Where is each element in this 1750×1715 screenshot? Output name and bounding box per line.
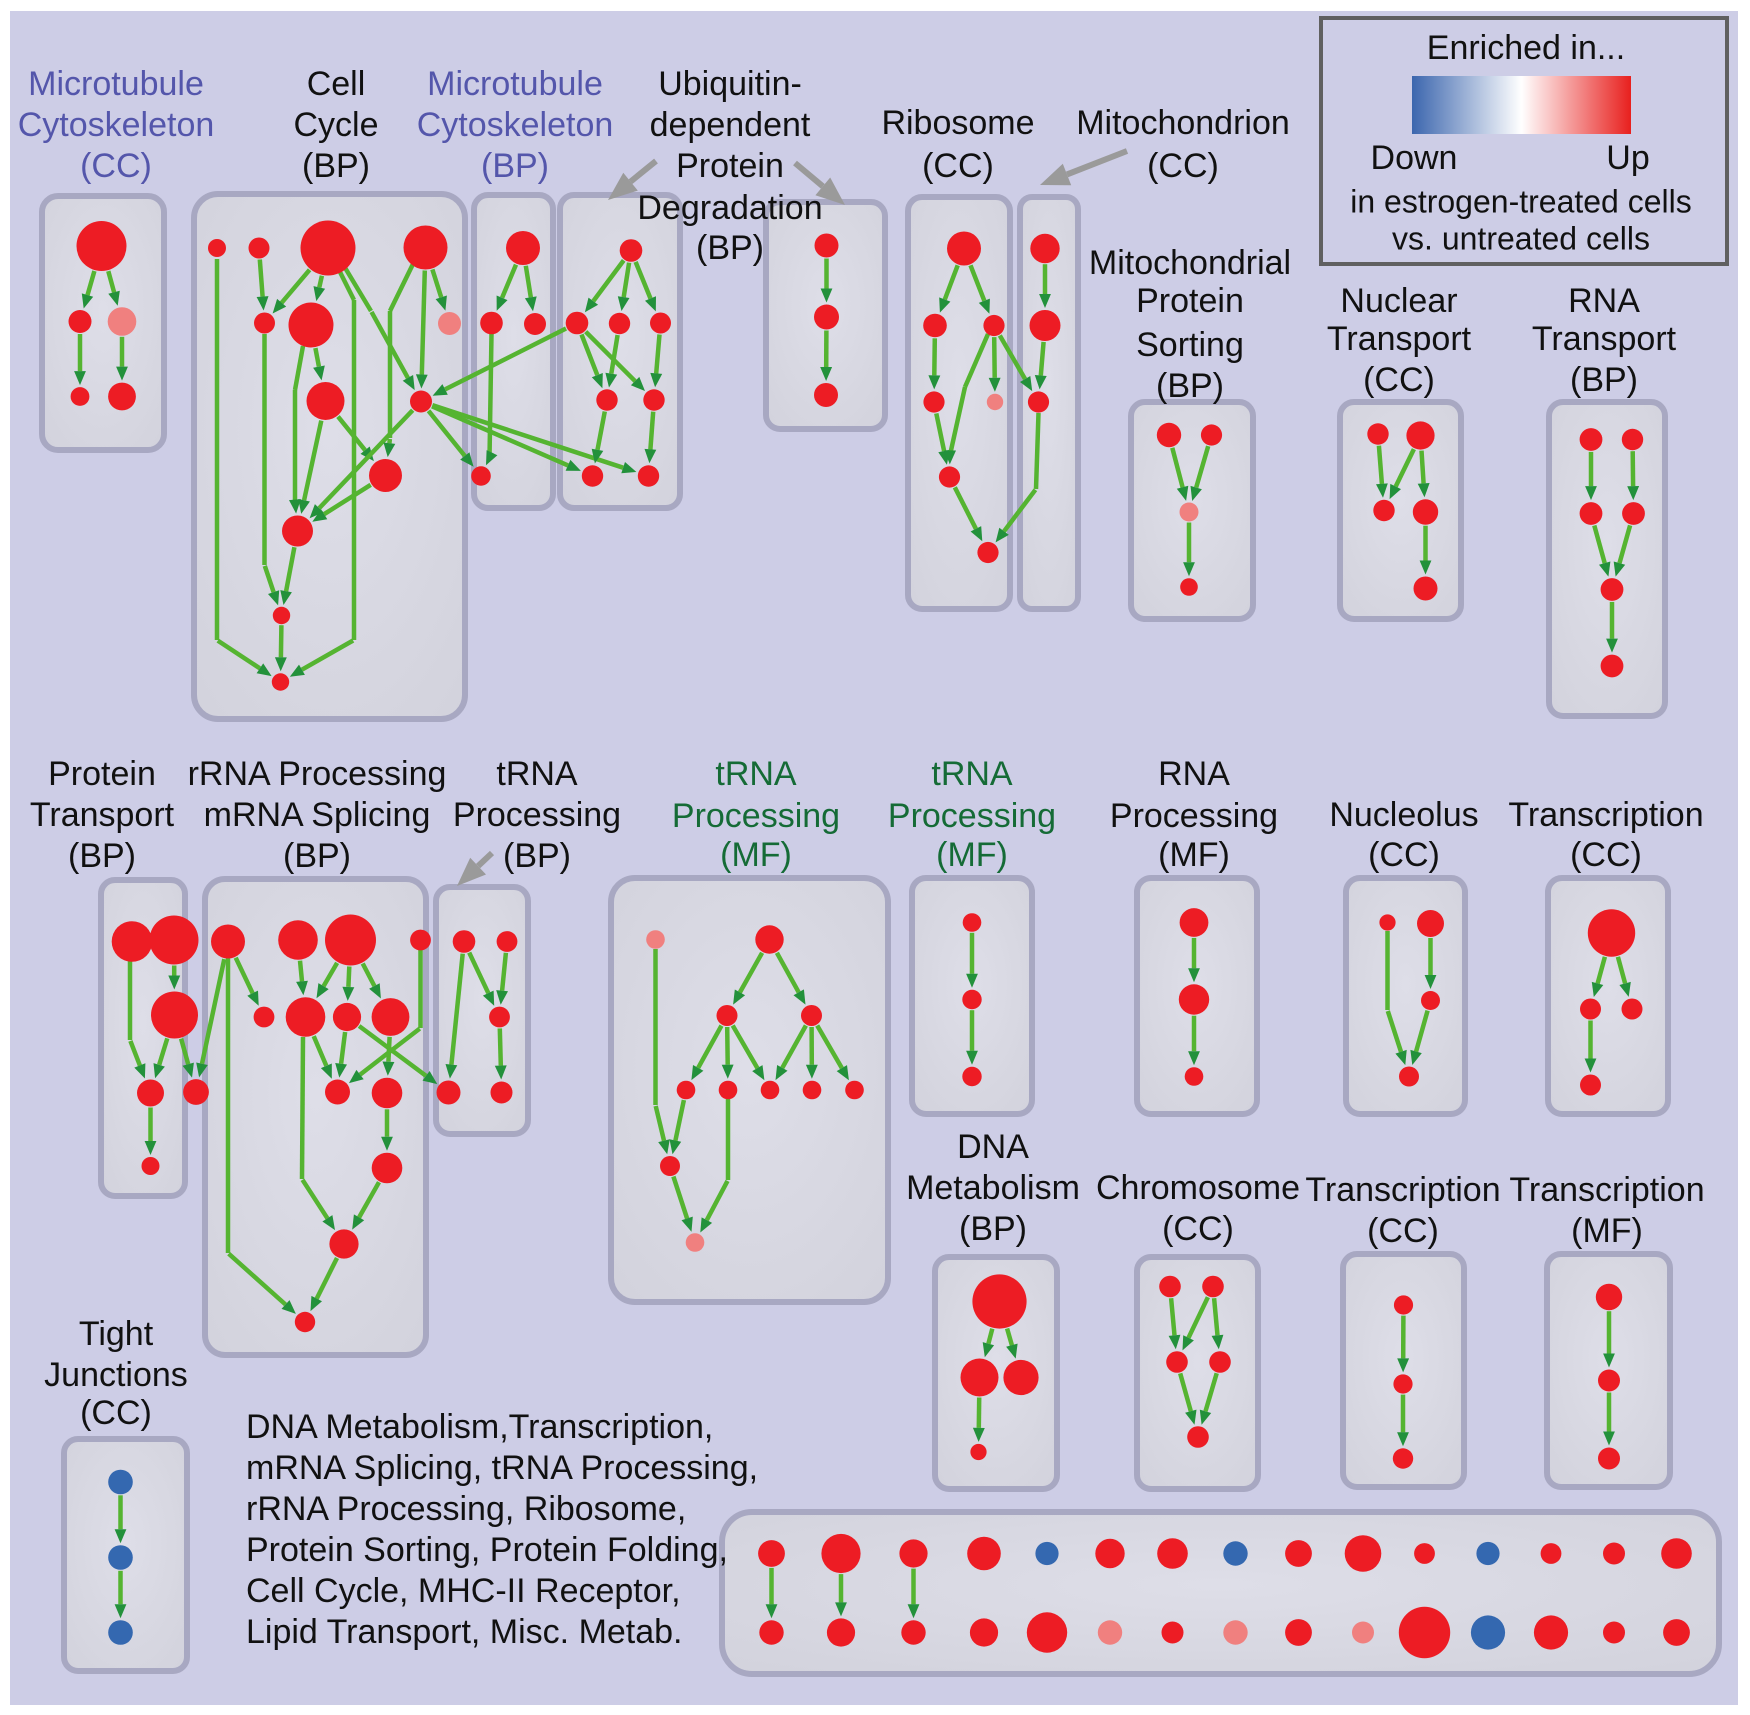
svg-text:Up: Up (1606, 139, 1649, 177)
svg-text:Ubiquitin-: Ubiquitin- (658, 65, 802, 103)
svg-text:Processing: Processing (453, 796, 621, 834)
svg-text:(MF): (MF) (1158, 836, 1230, 874)
svg-text:RNA: RNA (1568, 282, 1640, 320)
svg-text:mRNA Splicing: mRNA Splicing (204, 796, 431, 834)
svg-text:Lipid Transport, Misc. Metab.: Lipid Transport, Misc. Metab. (246, 1613, 683, 1651)
svg-text:Degradation: Degradation (637, 189, 822, 227)
svg-text:Nuclear: Nuclear (1340, 282, 1457, 320)
svg-text:(BP): (BP) (959, 1210, 1027, 1248)
svg-text:Sorting: Sorting (1136, 326, 1244, 364)
svg-text:Protein: Protein (48, 755, 156, 793)
svg-text:vs. untreated cells: vs. untreated cells (1392, 220, 1650, 256)
svg-text:Mitochondrial: Mitochondrial (1089, 244, 1291, 282)
svg-text:(MF): (MF) (1571, 1212, 1643, 1250)
svg-text:mRNA Splicing, tRNA Processing: mRNA Splicing, tRNA Processing, (246, 1449, 758, 1487)
svg-text:Nucleolus: Nucleolus (1329, 796, 1478, 834)
svg-text:tRNA: tRNA (715, 755, 797, 793)
svg-text:(BP): (BP) (696, 229, 764, 267)
svg-text:rRNA Processing: rRNA Processing (188, 755, 447, 793)
svg-text:(BP): (BP) (283, 837, 351, 875)
svg-text:Transport: Transport (30, 796, 175, 834)
svg-text:(BP): (BP) (302, 147, 370, 185)
svg-text:Protein: Protein (676, 147, 784, 185)
svg-text:Metabolism: Metabolism (906, 1169, 1080, 1207)
svg-text:(CC): (CC) (922, 147, 994, 185)
svg-text:Cycle: Cycle (293, 106, 378, 144)
svg-text:(CC): (CC) (1570, 836, 1642, 874)
svg-text:Transport: Transport (1532, 320, 1677, 358)
svg-text:rRNA Processing, Ribosome,: rRNA Processing, Ribosome, (246, 1490, 686, 1528)
svg-text:(CC): (CC) (1147, 147, 1219, 185)
svg-text:Processing: Processing (1110, 797, 1278, 835)
svg-text:Mitochondrion: Mitochondrion (1076, 104, 1290, 142)
svg-text:Junctions: Junctions (44, 1356, 188, 1394)
svg-text:Ribosome: Ribosome (881, 104, 1034, 142)
svg-text:DNA: DNA (957, 1128, 1029, 1166)
svg-text:Transcription: Transcription (1305, 1171, 1500, 1209)
svg-text:Transcription: Transcription (1508, 796, 1703, 834)
svg-text:Microtubule: Microtubule (28, 65, 204, 103)
svg-text:in estrogen-treated cells: in estrogen-treated cells (1350, 183, 1692, 219)
svg-text:Processing: Processing (672, 797, 840, 835)
svg-text:(MF): (MF) (720, 836, 792, 874)
svg-text:(CC): (CC) (80, 1394, 152, 1432)
svg-text:(BP): (BP) (481, 147, 549, 185)
svg-text:DNA Metabolism,Transcription,: DNA Metabolism,Transcription, (246, 1408, 713, 1446)
svg-text:tRNA: tRNA (931, 755, 1013, 793)
svg-text:(CC): (CC) (1368, 836, 1440, 874)
svg-text:(BP): (BP) (1156, 367, 1224, 405)
svg-text:(CC): (CC) (1367, 1212, 1439, 1250)
svg-text:Cell Cycle, MHC-II Receptor,: Cell Cycle, MHC-II Receptor, (246, 1572, 681, 1610)
svg-text:(CC): (CC) (80, 147, 152, 185)
svg-text:Microtubule: Microtubule (427, 65, 603, 103)
svg-text:(CC): (CC) (1162, 1210, 1234, 1248)
svg-text:Down: Down (1371, 139, 1458, 177)
svg-text:RNA: RNA (1158, 755, 1230, 793)
svg-text:dependent: dependent (650, 106, 811, 144)
svg-text:tRNA: tRNA (496, 755, 578, 793)
svg-text:(BP): (BP) (503, 837, 571, 875)
svg-text:Cell: Cell (307, 65, 366, 103)
svg-text:Chromosome: Chromosome (1096, 1169, 1300, 1207)
svg-text:Tight: Tight (79, 1315, 154, 1353)
svg-text:Protein Sorting, Protein Foldi: Protein Sorting, Protein Folding, (246, 1531, 728, 1569)
svg-text:Transport: Transport (1327, 320, 1472, 358)
svg-text:(MF): (MF) (936, 836, 1008, 874)
svg-text:Protein: Protein (1136, 282, 1244, 320)
svg-text:Cytoskeleton: Cytoskeleton (417, 106, 614, 144)
svg-text:Processing: Processing (888, 797, 1056, 835)
svg-text:Transcription: Transcription (1509, 1171, 1704, 1209)
svg-text:Enriched in...: Enriched in... (1427, 29, 1625, 67)
svg-text:(CC): (CC) (1363, 361, 1435, 399)
svg-text:(BP): (BP) (1570, 361, 1638, 399)
svg-text:Cytoskeleton: Cytoskeleton (18, 106, 215, 144)
svg-text:(BP): (BP) (68, 837, 136, 875)
